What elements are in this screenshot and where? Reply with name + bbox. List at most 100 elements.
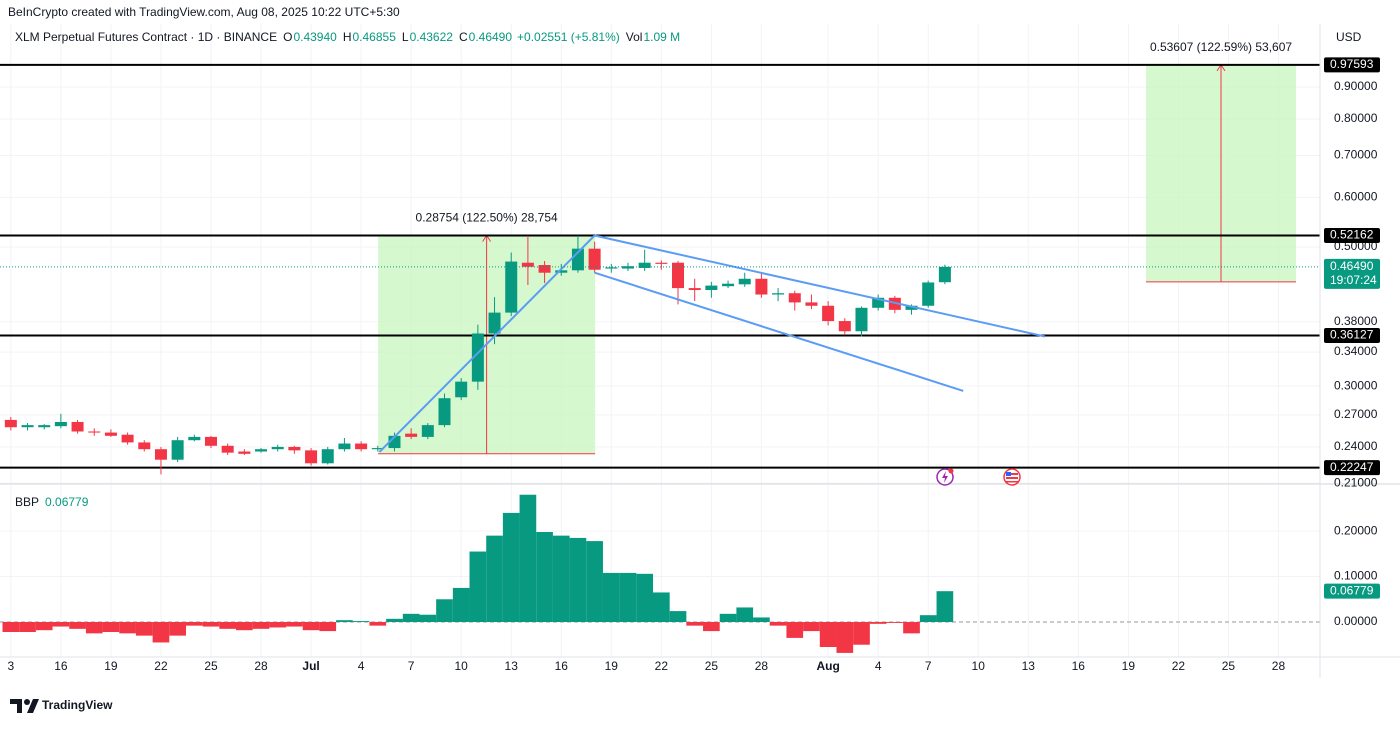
x-tick-label: 3 (7, 659, 14, 673)
x-tick-label: 16 (555, 659, 569, 673)
bbp-bar (135, 622, 153, 636)
candle-body (238, 451, 251, 454)
candle-body (4, 419, 17, 428)
bbp-bar (169, 622, 186, 636)
bbp-tag-label: 0.06779 (1330, 583, 1374, 597)
bbp-bar (569, 537, 587, 622)
candle-body (772, 293, 785, 295)
x-tick-label: 19 (605, 659, 619, 673)
x-tick-label: 10 (972, 659, 986, 673)
legend-label: O (283, 30, 292, 44)
x-tick-label: 28 (1272, 659, 1286, 673)
bbp-bar (336, 620, 353, 622)
bbp-bar (269, 622, 287, 628)
candle-body (455, 381, 468, 398)
currency: USD (1336, 30, 1362, 44)
bbp-bar (803, 622, 820, 632)
bbp-bar (719, 613, 737, 622)
bbp-bar (185, 622, 203, 626)
x-tick-label: 4 (875, 659, 882, 673)
y-tick-label: 0.60000 (1334, 190, 1378, 204)
x-tick-label: Aug (816, 659, 839, 673)
candle-body (705, 285, 718, 291)
trendline (378, 234, 596, 453)
candle-body (688, 288, 701, 291)
legend-value: 0.43622 (410, 30, 454, 44)
bbp-bar (886, 622, 904, 623)
last-price-tag (1324, 258, 1380, 289)
bbp-bar (85, 622, 103, 634)
bbp-bar (369, 622, 387, 626)
bbp-bar (853, 622, 870, 645)
x-tick-label: 22 (154, 659, 168, 673)
level-tag (1324, 460, 1380, 476)
candle-body (138, 442, 151, 450)
plot: 0.28754 (122.50%) 28,754 0.53607 (122.59%… (0, 40, 1320, 653)
level-tag-label: 0.36127 (1330, 328, 1374, 342)
candle-body (738, 278, 751, 285)
level-tag (1324, 227, 1380, 243)
bbp-bar (836, 622, 854, 653)
level-tag-label: 0.22247 (1330, 460, 1374, 474)
x-tick-label: 13 (505, 659, 519, 673)
y-tick-label: 0.80000 (1334, 111, 1378, 125)
bbp-bar (936, 591, 954, 622)
candle-body (71, 422, 84, 432)
legend-value: 0.43940 (293, 30, 337, 44)
candle-body (555, 270, 568, 273)
bbp-bar (236, 622, 253, 631)
bbp-bar (319, 622, 337, 632)
candle-body (204, 436, 217, 446)
y-tick-label: 0.24000 (1334, 439, 1378, 453)
bbp-bar (402, 613, 420, 622)
bbp-bar (586, 541, 603, 622)
x-tick-label: 22 (655, 659, 669, 673)
bbp-bar (219, 622, 237, 629)
bbp-bar (19, 622, 36, 632)
candle-body (171, 440, 184, 460)
bbp-bar (669, 611, 687, 622)
bbp-bar (636, 573, 653, 622)
bbp-bar (502, 512, 520, 622)
bbp-bar (736, 607, 754, 622)
range-label: 0.53607 (122.59%) 53,607 (1150, 40, 1292, 54)
candle-body (305, 450, 318, 464)
bbp-bar (753, 617, 770, 622)
candle-body (338, 443, 351, 450)
y-tick-label: 0.27000 (1334, 407, 1378, 421)
bbp-bar (903, 622, 920, 634)
bbp-bar (419, 614, 437, 622)
candle-body (371, 448, 384, 450)
x-tick-label: 22 (1172, 659, 1186, 673)
y-tick-label: 0.20000 (1334, 523, 1378, 537)
bbp-bar (619, 572, 637, 622)
bbp-bar (602, 572, 620, 622)
candle-body (121, 434, 134, 443)
candle-body (905, 305, 918, 310)
last-price-label: 0.46490 (1330, 259, 1374, 273)
bbp-bar (35, 622, 53, 631)
candle-body (755, 278, 768, 295)
x-tick-label: 10 (455, 659, 469, 673)
axes: 3 16 19 22 25 28 Jul 4 7 10 13 16 19 22 25 28 Aug 4 7 10 13 1… (7, 57, 1380, 673)
candle-body (488, 312, 501, 334)
bbp-bar (652, 592, 670, 622)
bbp-bar (686, 622, 704, 626)
candle-body (872, 297, 885, 308)
bbp-bar (436, 599, 453, 622)
candle-body (255, 449, 268, 452)
attribution: BeInCrypto created with TradingView.com,… (8, 5, 400, 19)
y-tick-label: 0.38000 (1334, 314, 1378, 328)
x-tick-label: 25 (204, 659, 218, 673)
x-tick-label: 28 (254, 659, 268, 673)
candle-body (271, 446, 284, 450)
bbp-bar (2, 622, 20, 632)
candle-body (471, 333, 484, 382)
x-tick-label: 7 (408, 659, 415, 673)
candle-body (321, 449, 334, 464)
candle-body (621, 266, 634, 269)
candle-body (788, 293, 801, 303)
symbol: XLM Perpetual Futures Contract · 1D · BI… (15, 30, 277, 44)
bbp-bar (786, 622, 804, 638)
